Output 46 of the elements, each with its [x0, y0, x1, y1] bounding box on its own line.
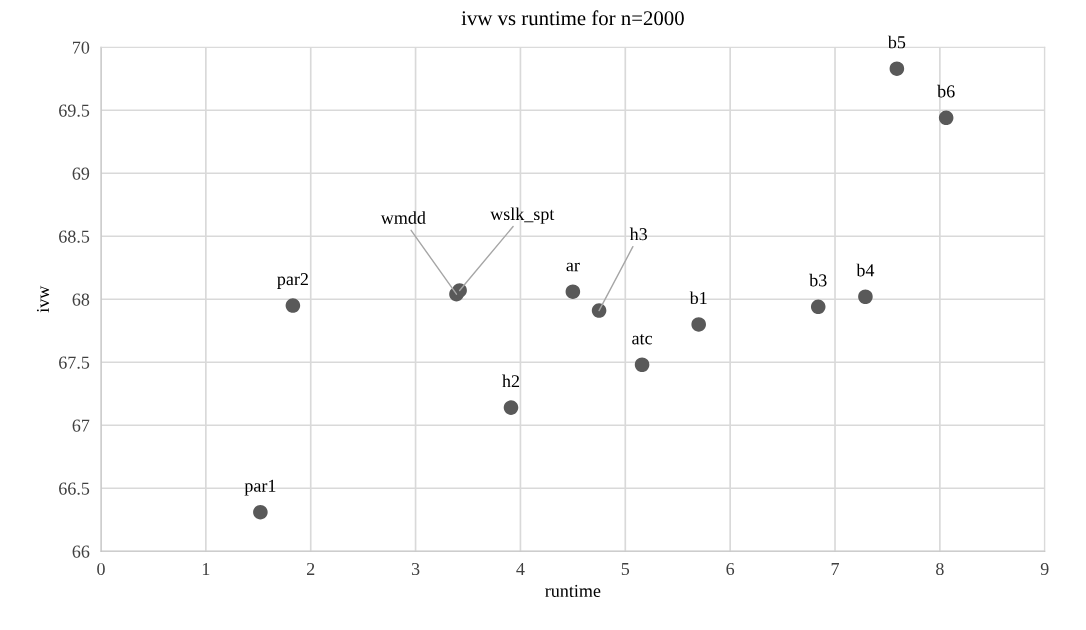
- x-tick-label: 0: [97, 562, 105, 576]
- annotation: b3: [809, 273, 827, 287]
- y-axis-title: ivw: [36, 285, 50, 313]
- annotation: b6: [937, 84, 955, 98]
- chart-title: ivw vs runtime for n=2000: [461, 10, 684, 26]
- y-tick-label: 67: [72, 419, 90, 432]
- point: [591, 303, 607, 318]
- y-tick-label: 66.5: [59, 482, 90, 495]
- y-tick-label: 69: [72, 167, 90, 180]
- x-tick-label: 3: [411, 562, 420, 576]
- x-tick-label: 4: [516, 563, 525, 575]
- annotation: h3: [629, 227, 647, 241]
- point: [691, 317, 706, 332]
- annotation: h2: [502, 374, 520, 388]
- point: [285, 298, 301, 313]
- point: [503, 400, 519, 415]
- annotation: b1: [689, 291, 707, 305]
- point: [889, 61, 905, 76]
- point: [634, 357, 650, 373]
- annotation: atc: [632, 334, 653, 345]
- y-tick-label: 69.5: [59, 104, 90, 117]
- annotation: ar: [566, 262, 580, 272]
- x-tick-label: 9: [1040, 562, 1049, 576]
- point: [253, 504, 268, 520]
- annotation: b4: [856, 263, 875, 277]
- annotation: par1: [244, 479, 276, 496]
- point: [565, 284, 581, 299]
- annotation: wmdd: [380, 211, 426, 224]
- annotation: wslk_spt: [490, 207, 555, 224]
- y-tick-label: 68: [72, 293, 90, 306]
- x-tick-label: 1: [202, 562, 210, 575]
- x-tick-label: 2: [307, 562, 315, 575]
- annotation: par2: [277, 273, 308, 289]
- x-tick-label: 7: [831, 563, 840, 575]
- point: [858, 289, 873, 305]
- y-tick-label: 67.5: [59, 356, 90, 369]
- x-tick-label: 6: [726, 562, 735, 576]
- x-axis-title: runtime: [545, 584, 601, 597]
- y-tick-label: 70: [73, 41, 90, 54]
- x-tick-label: 5: [621, 563, 630, 576]
- point: [938, 110, 954, 126]
- y-tick-label: 66: [72, 545, 90, 558]
- x-tick-label: 8: [936, 562, 944, 576]
- point: [810, 299, 826, 315]
- y-tick-label: 68.5: [59, 230, 90, 243]
- annotation: b5: [887, 35, 906, 49]
